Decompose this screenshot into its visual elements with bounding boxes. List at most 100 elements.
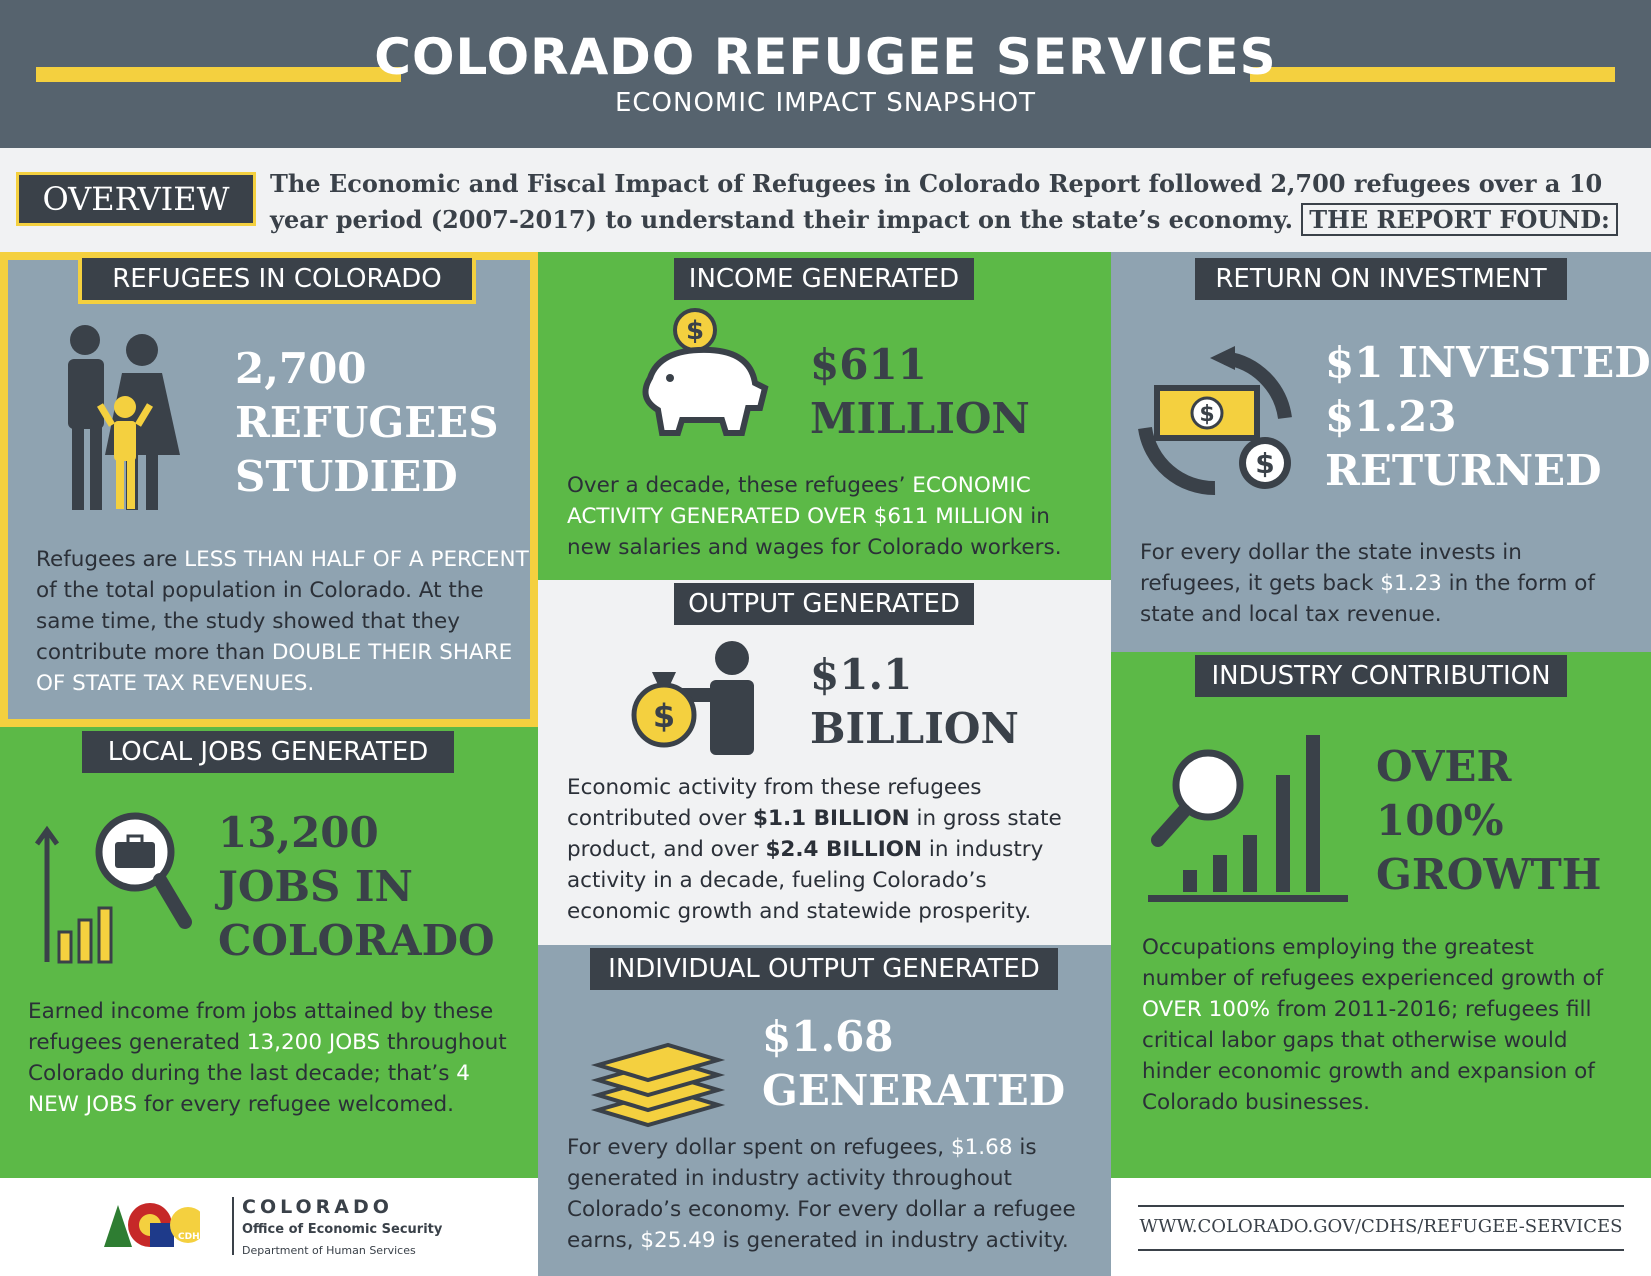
highlight: $2.4 BILLION [765,837,923,862]
logo-rule [232,1197,234,1255]
stat-line: $1.23 [1325,392,1457,441]
body-text: Economic activity from these refugees co… [567,775,982,831]
overview-sentence: The Economic and Fiscal Impact of Refuge… [270,169,1603,234]
body-text: in industry activity in a decade, fuelin… [567,837,1044,924]
panel [538,252,1111,580]
body-text: Occupations employing the greatest numbe… [1142,935,1604,991]
title: COLORADO REFUGEE SERVICES [374,28,1277,86]
stat: 13,200 JOBS IN COLORADO [218,806,495,968]
body-text: Over a decade, these refugees’ [567,473,913,498]
stat-line: JOBS IN [218,862,413,911]
body-text: For every dollar spent on refugees, [567,1135,951,1160]
stat: $1 INVESTED $1.23 RETURNED [1325,336,1651,498]
svg-text:$: $ [1199,402,1214,427]
stat-line: COLORADO [218,916,495,965]
stat-line: 13,200 [218,808,379,857]
panel-body: Economic activity from these refugees co… [567,772,1087,927]
panel-heading: LOCAL JOBS GENERATED [82,731,454,773]
highlight: 13,200 JOBS [246,1030,381,1055]
stat-line: RETURNED [1325,446,1602,495]
panel-heading: REFUGEES IN COLORADO [82,258,472,300]
body-text: in the form of state and local tax reven… [1140,571,1595,627]
panel-heading: INDIVIDUAL OUTPUT GENERATED [590,948,1058,990]
body-text: Earned income from jobs attained by thes… [28,999,494,1055]
logo-office: Office of Economic Security [242,1222,443,1237]
panel [1111,252,1651,652]
icon [34,812,192,964]
overview-label: OVERVIEW [16,172,256,226]
stat-line: 2,700 [235,344,367,393]
panel-body: Over a decade, these refugees’ ECONOMIC … [567,470,1097,563]
panel-heading: INCOME GENERATED [674,258,974,300]
panel-heading: RETURN ON INVESTMENT [1195,258,1567,300]
body-text: For every dollar the state invests in re… [1140,540,1522,596]
body-text: is generated in industry activity. [715,1228,1069,1253]
panel-heading: INDUSTRY CONTRIBUTION [1195,655,1567,697]
logo-dept: Department of Human Services [242,1244,416,1257]
stat-line: $1 INVESTED [1325,338,1651,387]
svg-text:$: $ [686,316,704,346]
url-rule [1138,1249,1624,1251]
panel-body: Occupations employing the greatest numbe… [1142,932,1612,1118]
stat-line: REFUGEES [235,398,499,447]
stat-line: $611 [810,340,927,389]
body-text: of the total population in Colorado. At … [36,578,484,665]
panel-body: For every dollar spent on refugees, $1.6… [567,1132,1102,1256]
stat-line: GROWTH [1376,850,1602,899]
stat: OVER 100% GROWTH [1376,740,1601,902]
overview-text: The Economic and Fiscal Impact of Refuge… [270,166,1630,238]
logo-badge: CDHS [178,1232,207,1242]
overview-band [0,148,1651,252]
url: WWW.COLORADO.GOV/CDHS/REFUGEE-SERVICES [1139,1216,1623,1237]
highlight: OVER 100% [1142,997,1271,1022]
body-text: is generated in industry activity throug… [567,1135,1076,1253]
stat: 2,700 REFUGEES STUDIED [235,342,499,504]
report-found: THE REPORT FOUND: [1301,203,1618,236]
url-rule [1138,1205,1624,1207]
highlight: $1.68 [950,1135,1013,1160]
panel-body: For every dollar the state invests in re… [1140,537,1620,630]
subtitle: ECONOMIC IMPACT SNAPSHOT [614,88,1037,118]
stat: $611 MILLION [810,338,1030,446]
divider [1111,1172,1651,1178]
body-text: in new salaries and wages for Colorado w… [567,504,1062,560]
body-text: in gross state product, and over [567,806,1062,862]
stat: $1.68 GENERATED [762,1010,1065,1118]
icon: $$ [1138,346,1292,496]
stat-line: BILLION [810,704,1019,753]
highlight: ECONOMIC ACTIVITY GENERATED OVER $611 MI… [567,473,1031,529]
stat-line: GENERATED [762,1066,1066,1115]
logo-icon [104,1203,200,1247]
svg-text:$: $ [653,697,675,735]
highlight: $25.49 [640,1228,716,1253]
highlight: $1.23 [1380,571,1442,596]
divider [0,1172,538,1178]
stat-line: 100% [1376,796,1504,845]
body-text: from 2011-2016; refugees fill critical l… [1142,997,1595,1115]
svg-text:$: $ [1255,447,1274,480]
stat: $1.1 BILLION [810,648,1019,756]
icon [68,325,180,510]
icon [590,1042,726,1128]
icon [1148,735,1348,902]
panel-body: Earned income from jobs attained by thes… [28,996,508,1120]
body-text: throughout Colorado during the last deca… [28,1030,507,1086]
highlight: $1.1 BILLION [753,806,910,831]
body-text: for every refugee welcomed. [137,1092,454,1117]
panel-body: Refugees are LESS THAN HALF OF A PERCENT… [36,544,531,699]
stat-line: $1.68 [762,1012,894,1061]
stat-line: $1.1 [810,650,913,699]
accent-bar [1250,67,1615,82]
accent-bar [36,67,401,82]
logo-name: COLORADO [242,1196,393,1218]
highlight: DOUBLE THEIR SHARE OF STATE TAX REVENUES… [36,640,513,696]
stat-line: STUDIED [235,452,458,501]
highlight: LESS THAN HALF OF A PERCENT [184,547,529,572]
body-text: Refugees are [36,547,185,572]
icon: $ [631,641,754,755]
panel-heading: OUTPUT GENERATED [674,583,974,625]
stat-line: OVER [1376,742,1512,791]
stat-line: MILLION [810,394,1030,443]
highlight: 4 NEW JOBS [28,1061,470,1117]
